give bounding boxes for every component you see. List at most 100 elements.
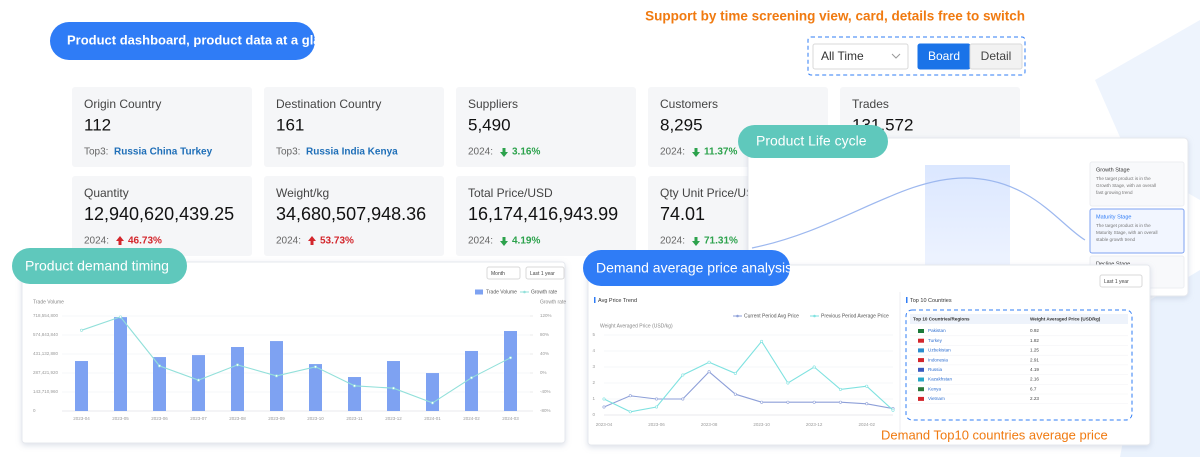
chart-select-text: Month — [491, 271, 505, 277]
y-tick-label: 2 — [592, 380, 595, 385]
table-header-bg — [910, 314, 1128, 324]
y-tick-label: 574,843,840 — [33, 332, 59, 337]
stage-text: Maturity Stage, with an overall — [1096, 230, 1158, 235]
point — [891, 408, 895, 412]
point — [838, 387, 842, 391]
legend-swatch — [475, 289, 483, 295]
legend-dot — [523, 290, 526, 294]
card-value: 12,940,620,439.25 — [84, 204, 234, 224]
y2-tick-label: -40% — [540, 389, 551, 394]
table-cell: 2.91 — [1030, 357, 1039, 362]
y2-tick-label: 80% — [540, 332, 549, 337]
table-cell: 1.82 — [1030, 338, 1039, 343]
y-tick-label: 0 — [592, 412, 595, 417]
y-tick-label: 143,710,960 — [33, 389, 59, 394]
time-select[interactable] — [812, 43, 909, 70]
table-cell: 0.92 — [1030, 328, 1039, 333]
x-tick-label: 2023-08 — [701, 422, 718, 427]
card-note: 53.73% — [320, 236, 354, 247]
legend-label: Current Period Avg Price — [744, 313, 799, 319]
x-tick-label: 2024-03 — [502, 416, 519, 421]
x-tick-label: 2023-04 — [596, 422, 613, 427]
card-prefix: 2024: — [468, 236, 493, 247]
card-prefix: 2024: — [276, 236, 301, 247]
card-label: Customers — [660, 97, 718, 111]
x-tick-label: 2024-02 — [463, 416, 480, 421]
table-cell: Uzbekistan — [928, 348, 951, 353]
table-cell: Russia — [928, 367, 942, 372]
y-tick-label: 0 — [33, 408, 36, 413]
x-tick-label: 2023-10 — [753, 422, 770, 427]
card-label: Trades — [852, 97, 889, 111]
banner-pill — [50, 22, 315, 60]
lifecycle-badge-text: Product Life cycle — [756, 133, 867, 149]
point — [197, 378, 201, 382]
y-tick-label: 1 — [592, 396, 595, 401]
card-note: 71.31% — [704, 236, 738, 247]
bar — [504, 331, 517, 411]
bar — [231, 347, 244, 411]
chart-select[interactable] — [1099, 274, 1143, 288]
lifecycle-badge — [738, 125, 888, 158]
series-line — [81, 316, 511, 404]
x-tick-label: 2024-01 — [424, 416, 441, 421]
card-label: Destination Country — [276, 97, 381, 111]
card — [72, 176, 252, 256]
point — [707, 370, 711, 374]
bar — [426, 373, 439, 411]
card-note: Russia China Turkey — [114, 147, 213, 158]
table-header: Top 10 Countries/Regions — [913, 317, 970, 322]
point — [352, 384, 356, 388]
trend-arrow — [692, 148, 700, 157]
table-caption: Demand Top10 countries average price — [881, 427, 1108, 442]
card-prefix: 2024: — [660, 147, 685, 158]
point — [655, 397, 659, 401]
point — [628, 410, 632, 414]
chart-select[interactable] — [525, 266, 565, 280]
chart-subtitle: Avg Price Trend — [598, 298, 637, 304]
y2-tick-label: 120% — [540, 313, 552, 318]
y2-tick-label: 40% — [540, 351, 549, 356]
point — [733, 371, 737, 375]
flag — [918, 396, 924, 401]
y2-tick-label: 0% — [540, 370, 547, 375]
trend-arrow — [692, 237, 700, 246]
point — [391, 386, 395, 390]
card — [456, 87, 636, 167]
point — [733, 392, 737, 396]
table-cell: 6.7 — [1030, 386, 1037, 391]
flag — [918, 377, 924, 382]
stage-text: The target product is in the — [1096, 176, 1151, 181]
point — [602, 397, 606, 401]
table-header: Weight Averaged Price (USD/kg) — [1030, 317, 1101, 322]
point — [707, 360, 711, 364]
point — [274, 374, 278, 378]
card-label: Origin Country — [84, 97, 161, 111]
flag — [918, 387, 924, 392]
flag — [918, 358, 924, 363]
point — [655, 405, 659, 409]
chart-select[interactable] — [486, 266, 521, 280]
chart-badge — [583, 250, 790, 286]
subtitle-mark — [594, 297, 596, 303]
point — [760, 400, 764, 404]
x-tick-label: 2023-05 — [112, 416, 129, 421]
point — [236, 363, 240, 367]
view-button-text: Detail — [981, 49, 1012, 63]
legend-label: Previous Period Average Price — [821, 313, 889, 319]
card-note: Russia India Kenya — [306, 147, 398, 158]
stage-box — [1089, 208, 1185, 254]
y-tick-label: 287,421,920 — [33, 370, 59, 375]
chart-select-text: Last 1 year — [1104, 279, 1129, 285]
table-cell: Indonesia — [928, 357, 948, 362]
card-prefix: 2024: — [84, 236, 109, 247]
stage-text: stable growth trend — [1096, 237, 1136, 242]
y-tick-label: 431,132,880 — [33, 351, 59, 356]
legend-dot — [813, 314, 816, 318]
x-tick-label: 2023-06 — [151, 416, 168, 421]
view-button[interactable] — [969, 43, 1023, 70]
card-prefix: 2024: — [660, 236, 685, 247]
trend-arrow — [500, 237, 508, 246]
x-tick-label: 2023-09 — [268, 416, 285, 421]
series-line — [603, 340, 894, 413]
